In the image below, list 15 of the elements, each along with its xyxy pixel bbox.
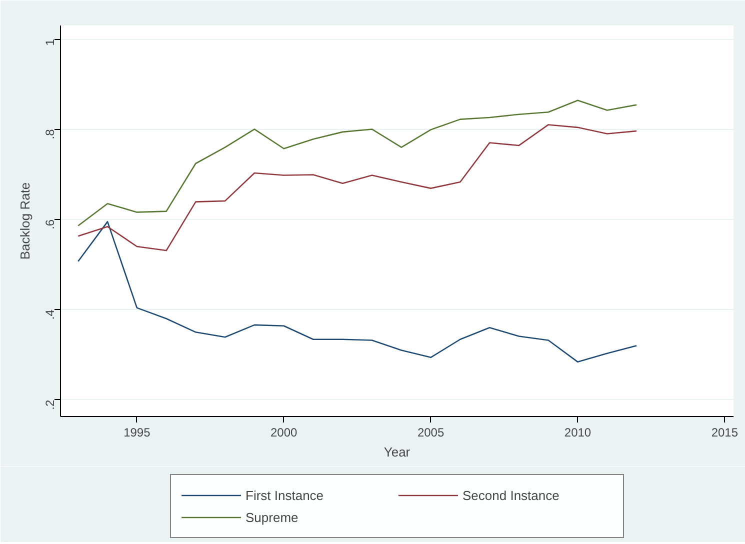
x-tick-label: 2005 — [417, 426, 444, 440]
y-tick-label: .6 — [43, 219, 57, 230]
y-axis-title: Backlog Rate — [18, 182, 32, 260]
legend-label: First Instance — [246, 488, 325, 502]
x-tick-label: 2000 — [270, 426, 298, 440]
y-tick-label: .2 — [43, 399, 57, 410]
x-tick-label: 1995 — [124, 426, 151, 440]
x-tick-label: 2010 — [564, 426, 592, 440]
x-tick-label: 2015 — [711, 426, 738, 440]
legend-label: Second Instance — [462, 488, 560, 502]
y-tick-label: 1 — [43, 38, 57, 46]
y-tick-label: .4 — [43, 309, 57, 320]
x-axis-title: Year — [384, 444, 411, 460]
legend-label: Supreme — [246, 510, 300, 524]
y-tick-label: .8 — [43, 128, 57, 140]
